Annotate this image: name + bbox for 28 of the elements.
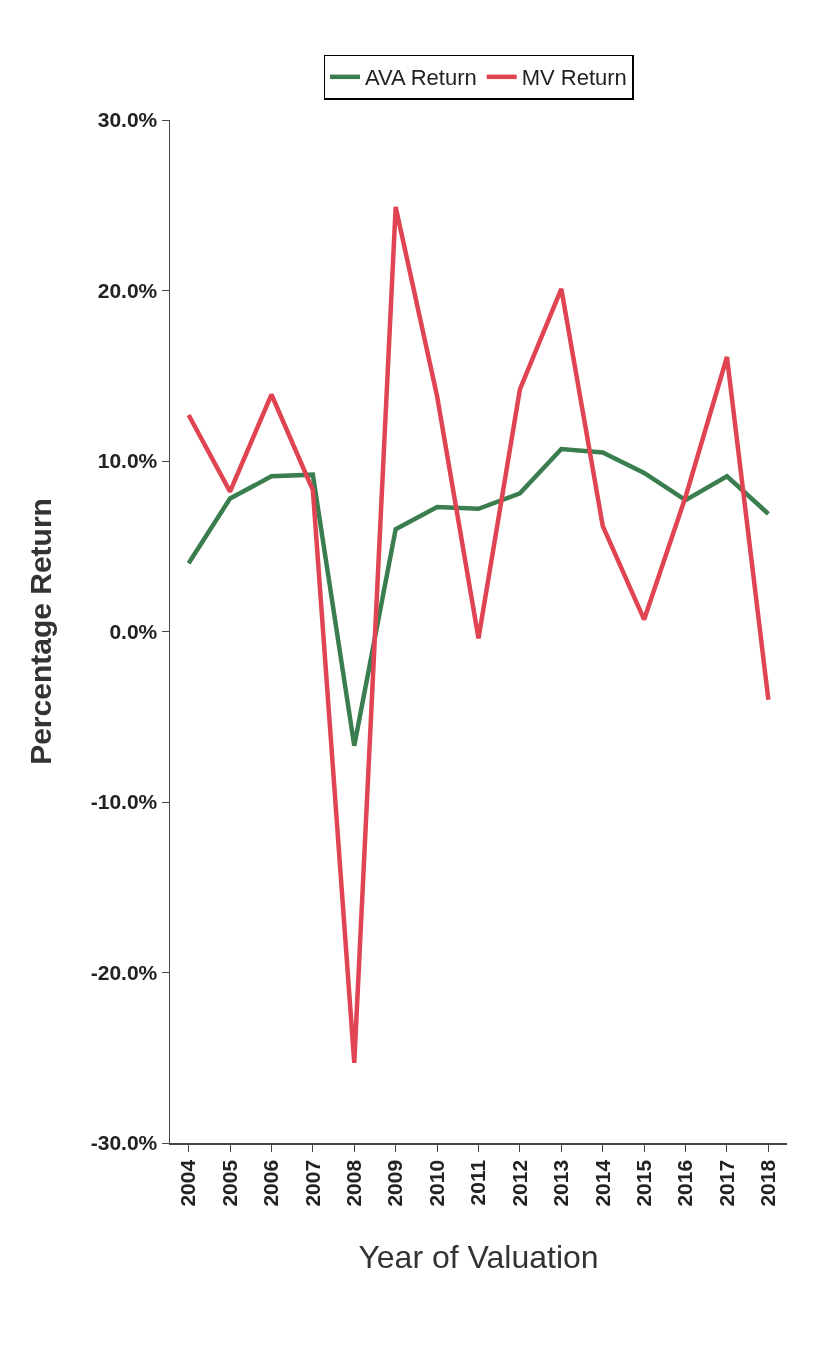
y-tick-label: 10.0% bbox=[97, 449, 158, 473]
x-tick-label: 2008 bbox=[342, 1159, 366, 1207]
x-tick-label: 2012 bbox=[507, 1159, 531, 1207]
x-tick-label: 2016 bbox=[673, 1159, 697, 1207]
y-tick-label: 30.0% bbox=[97, 108, 158, 132]
x-axis-title: Year of Valuation bbox=[358, 1239, 599, 1276]
x-tick-label: 2018 bbox=[756, 1159, 780, 1207]
y-axis-title: Percentage Return bbox=[24, 498, 57, 765]
x-tick-label: 2004 bbox=[176, 1159, 200, 1207]
x-tick-label: 2017 bbox=[714, 1159, 738, 1207]
y-tick-label: -10.0% bbox=[90, 790, 158, 814]
x-tick-label: 2006 bbox=[259, 1159, 283, 1207]
x-tick-label: 2013 bbox=[549, 1159, 573, 1207]
x-tick-label: 2015 bbox=[631, 1159, 655, 1207]
y-tick-label: -30.0% bbox=[90, 1131, 158, 1155]
y-tick-label: 0.0% bbox=[109, 619, 158, 643]
legend-label: AVA Return bbox=[365, 65, 477, 91]
x-tick-label: 2005 bbox=[217, 1159, 241, 1207]
y-tick-label: 20.0% bbox=[97, 278, 158, 302]
x-tick-label: 2010 bbox=[424, 1159, 448, 1207]
line-series bbox=[186, 204, 771, 1066]
line-series bbox=[186, 446, 771, 748]
legend-label: MV Return bbox=[521, 65, 627, 91]
y-tick-label: -20.0% bbox=[90, 960, 158, 984]
x-tick-label: 2007 bbox=[300, 1159, 324, 1207]
x-tick-label: 2014 bbox=[590, 1159, 614, 1207]
x-tick-label: 2011 bbox=[466, 1159, 490, 1206]
x-tick-label: 2009 bbox=[383, 1159, 407, 1207]
